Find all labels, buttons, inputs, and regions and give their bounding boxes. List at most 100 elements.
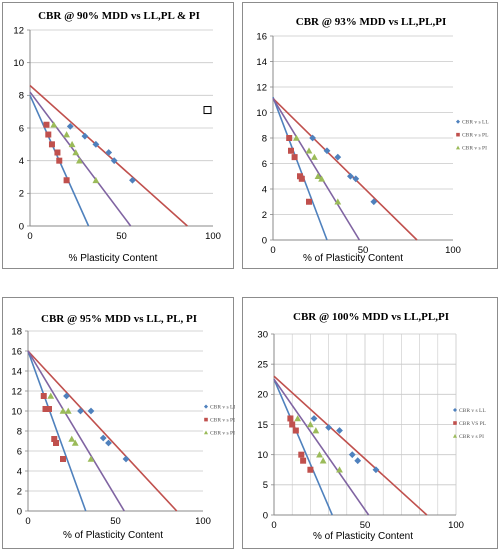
ll-point: [372, 466, 380, 474]
pl-point: [46, 406, 52, 412]
chart-title: CBR @ 95% MDD vs LL, PL, PI: [41, 313, 197, 325]
pl-point: [53, 440, 59, 446]
legend-item: [203, 430, 209, 435]
y-tick-label: 14: [256, 57, 267, 68]
y-tick-label: 0: [262, 235, 267, 246]
trend-pl-line: [27, 350, 178, 512]
legend-ll-marker: [203, 404, 209, 409]
pi-point: [311, 153, 318, 160]
y-tick-label: 0: [263, 510, 268, 521]
pl-point: [292, 427, 299, 434]
pi-point: [59, 407, 67, 414]
x-tick-label: 50: [116, 231, 127, 242]
pi-point: [47, 392, 55, 399]
legend-label: CBR v s PI: [210, 431, 235, 437]
pi-point: [50, 121, 58, 128]
x-tick-label: 0: [271, 520, 276, 531]
x-tick-label: 100: [195, 516, 211, 527]
legend-label: CBR v s LL: [210, 405, 235, 411]
pi-point: [316, 451, 323, 458]
ll-point: [63, 392, 70, 400]
y-tick-label: 2: [17, 486, 22, 497]
legend-pl-marker: [453, 421, 457, 425]
y-tick-label: 0: [19, 221, 24, 232]
pi-point: [318, 175, 325, 182]
legend-item: [453, 421, 457, 425]
legend-label: CBR v s PL: [462, 133, 489, 139]
legend-pi-marker: [452, 433, 458, 438]
y-tick-label: 30: [257, 329, 268, 340]
y-tick-label: 18: [11, 326, 22, 337]
pi-point: [63, 131, 70, 138]
pl-point: [51, 436, 58, 442]
pl-point: [54, 149, 61, 156]
legend-ll-marker: [455, 119, 461, 124]
pl-point: [45, 131, 52, 138]
pl-point: [291, 154, 298, 161]
x-axis-label: % of Plasticity Content: [63, 530, 163, 541]
pl-point: [307, 466, 314, 473]
legend-label: CBR v s PI: [459, 434, 484, 440]
pi-point: [71, 439, 79, 446]
chart-title: CBR @ 100% MDD vs LL,PL,PI: [293, 311, 449, 323]
chart-svg-100: CBR @ 100% MDD vs LL,PL,PI 0 5 10 15 20 25 30 0 5…: [257, 311, 487, 542]
legend-label: CBR VS PL: [459, 421, 487, 427]
x-tick-label: 0: [27, 231, 32, 242]
y-tick-label: 16: [256, 31, 267, 42]
pi-point: [72, 149, 80, 156]
legend-pi-marker: [455, 145, 461, 150]
trend-pi-line: [272, 98, 361, 241]
legend-item: [455, 119, 461, 124]
x-tick-label: 50: [110, 516, 121, 527]
legend-item: [452, 407, 458, 413]
ll-point: [347, 172, 354, 180]
legend-item: [455, 145, 461, 150]
pi-point: [92, 176, 100, 184]
legend-pl-marker: [456, 132, 460, 137]
legend-label: CBR v s PL: [210, 418, 235, 424]
trend-pi-line: [273, 378, 370, 516]
x-tick-label: 0: [270, 245, 275, 256]
x-tick-label: 0: [25, 516, 30, 527]
y-tick-label: 15: [257, 420, 268, 431]
chart-svg-90: CBR @ 90% MDD vs LL,PL & PI 0 2 4 6 8 10 12 0 50 1…: [13, 10, 221, 264]
y-tick-label: 10: [13, 58, 24, 69]
ll-point: [310, 415, 318, 422]
chart-panel-90: CBR @ 90% MDD vs LL,PL & PI 0 2 4 6 8 10 12 0 50 1…: [2, 2, 234, 269]
pl-point: [63, 177, 70, 184]
legend-label: CBR v s LL: [462, 120, 489, 126]
x-tick-label: 100: [445, 245, 461, 256]
pl-point: [286, 135, 293, 141]
x-tick-label: 100: [448, 520, 464, 531]
y-tick-label: 4: [19, 156, 24, 167]
x-tick-label: 50: [360, 520, 371, 531]
x-axis-label: % of Plasticity Content: [313, 531, 413, 542]
y-tick-label: 4: [262, 184, 267, 195]
pi-point: [87, 455, 95, 462]
pi-point: [307, 421, 314, 428]
pl-point: [298, 451, 305, 458]
pl-point: [60, 456, 66, 462]
y-tick-label: 16: [11, 346, 22, 357]
legend-label: CBR v s PI: [462, 146, 487, 152]
legend-item: [203, 404, 209, 409]
pl-point: [306, 198, 312, 205]
legend-marker-box: [203, 106, 212, 115]
legend-pl-marker: [204, 417, 208, 422]
pl-point: [56, 157, 63, 164]
ll-point: [129, 176, 136, 184]
ll-point: [105, 149, 113, 156]
y-tick-label: 2: [19, 189, 24, 200]
ll-point: [309, 134, 316, 142]
y-tick-label: 8: [17, 426, 22, 437]
ll-point: [81, 132, 89, 140]
legend-pi-marker: [203, 430, 209, 435]
pl-point: [298, 175, 305, 182]
legend-item: [456, 132, 460, 137]
y-tick-label: 25: [257, 359, 268, 370]
legend-item: [204, 417, 208, 422]
pl-point: [42, 406, 49, 412]
y-tick-label: 6: [17, 446, 22, 457]
trend-pl-line: [272, 97, 418, 241]
pi-point: [336, 466, 343, 473]
